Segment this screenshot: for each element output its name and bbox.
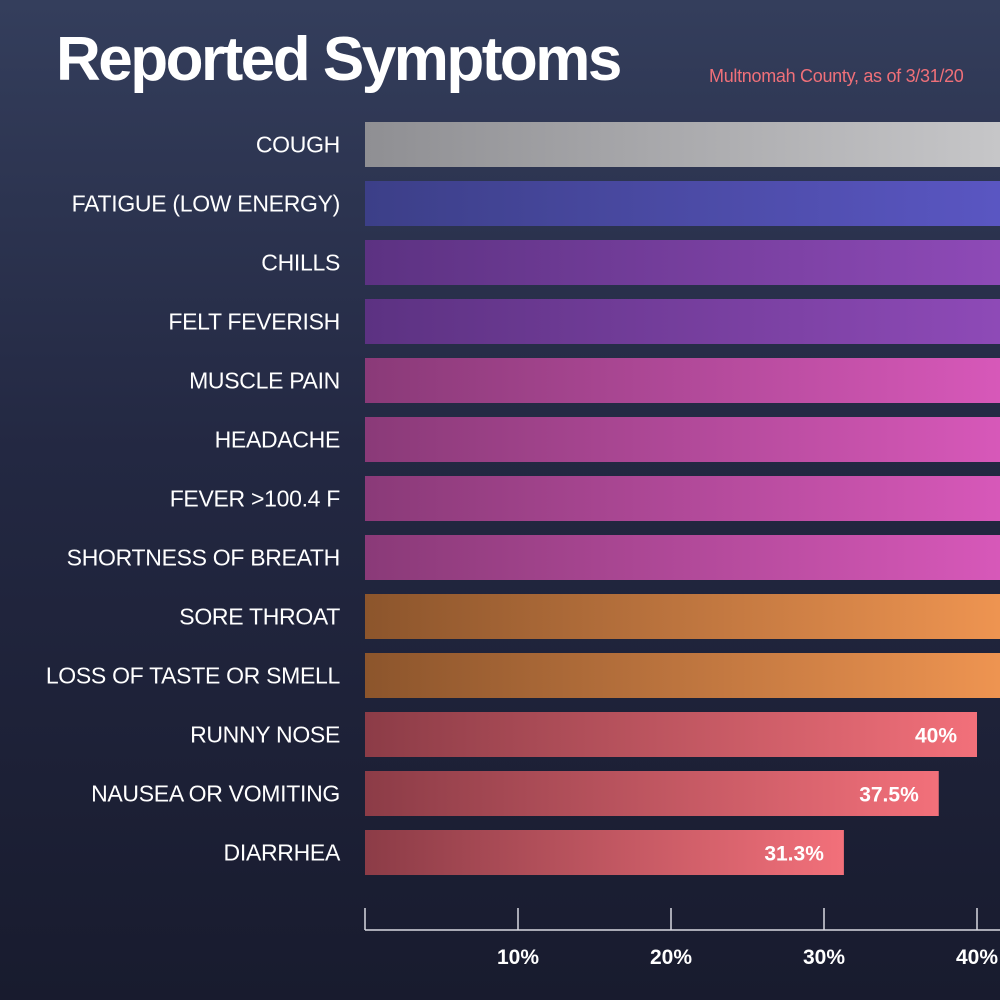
chart-subtitle: Multnomah County, as of 3/31/20 [709, 66, 964, 86]
category-label: CHILLS [261, 250, 340, 276]
category-label: FEVER >100.4 F [170, 486, 341, 512]
bar-cough [365, 122, 1000, 167]
bar-nausea-or-vomiting [365, 771, 939, 816]
value-label: 40% [915, 725, 957, 748]
value-label: 31.3% [764, 843, 824, 866]
x-tick-label: 10% [497, 946, 539, 969]
category-label: SORE THROAT [179, 604, 340, 630]
bar-loss-of-taste-or-smell [365, 653, 1000, 698]
bar-runny-nose [365, 712, 977, 757]
x-tick-label: 20% [650, 946, 692, 969]
bar-shortness-of-breath [365, 535, 1000, 580]
x-tick-label: 30% [803, 946, 845, 969]
category-label: NAUSEA OR VOMITING [91, 781, 340, 807]
x-tick-label: 40% [956, 946, 998, 969]
category-label: FATIGUE (LOW ENERGY) [72, 191, 340, 217]
bar-chills [365, 240, 1000, 285]
bar-headache [365, 417, 1000, 462]
bar-sore-throat [365, 594, 1000, 639]
category-label: DIARRHEA [224, 840, 341, 866]
category-label: SHORTNESS OF BREATH [67, 545, 340, 571]
value-label: 37.5% [859, 784, 919, 807]
bar-diarrhea [365, 830, 844, 875]
bar-muscle-pain [365, 358, 1000, 403]
category-label: RUNNY NOSE [190, 722, 340, 748]
category-label: LOSS OF TASTE OR SMELL [46, 663, 341, 689]
bar-fever-100-4-f [365, 476, 1000, 521]
category-label: HEADACHE [215, 427, 340, 453]
bar-felt-feverish [365, 299, 1000, 344]
bar-fatigue-low-energy [365, 181, 1000, 226]
chart-title: Reported Symptoms [56, 25, 622, 94]
category-label: FELT FEVERISH [168, 309, 340, 335]
category-label: MUSCLE PAIN [189, 368, 340, 394]
category-label: COUGH [256, 132, 340, 158]
